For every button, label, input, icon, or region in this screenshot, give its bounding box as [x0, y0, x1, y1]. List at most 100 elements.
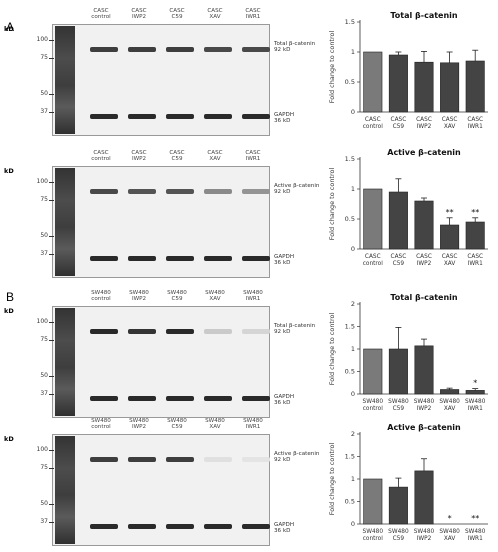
- panel-label-b: B: [6, 290, 15, 304]
- lane-label: CASC C59: [169, 150, 185, 163]
- protein-ladder: [55, 436, 75, 544]
- x-tick-label: XAV: [444, 261, 456, 267]
- gapdh-band: [166, 114, 194, 119]
- x-tick-label: C59: [393, 536, 405, 542]
- blot-membrane: [52, 434, 270, 546]
- y-tick-label: 0.5: [345, 215, 355, 223]
- x-tick-label: control: [363, 261, 383, 267]
- bar: [465, 390, 485, 395]
- marker-tick: [49, 254, 54, 255]
- y-axis-label: Fold change to control: [328, 443, 336, 516]
- x-tick-label: IWR1: [468, 406, 483, 412]
- x-tick-label: SW480: [465, 529, 486, 535]
- x-tick-label: control: [363, 406, 383, 412]
- bar: [440, 224, 460, 250]
- marker-tick: [49, 200, 54, 201]
- marker-tick: [49, 58, 54, 59]
- target-band: [242, 329, 270, 334]
- bar-chart: Active β-catenin Fold change to control 0 0…: [328, 148, 488, 267]
- marker-label: 50: [40, 232, 48, 239]
- blot-membrane: [52, 306, 270, 418]
- x-tick-label: XAV: [444, 406, 456, 412]
- marker-label: 50: [40, 500, 48, 507]
- western-blot-panel: kD SW480 control SW480 IWP2 SW480 C59 SW480 …: [0, 290, 330, 420]
- bar: [363, 348, 383, 395]
- y-tick-label: 0.5: [345, 78, 355, 86]
- x-tick-label: XAV: [444, 536, 456, 542]
- x-tick-label: IWR1: [468, 261, 483, 267]
- y-tick-label: 2: [351, 430, 355, 438]
- target-band: [242, 189, 270, 194]
- x-tick-label: CASC: [416, 117, 432, 123]
- marker-label: 100: [36, 178, 48, 185]
- x-tick-label: IWR1: [468, 124, 483, 130]
- target-band: [128, 47, 156, 52]
- y-tick-label: 1: [351, 345, 355, 353]
- y-tick-label: 1.5: [345, 18, 355, 26]
- bar: [363, 188, 383, 250]
- blot-membrane: [52, 24, 270, 136]
- loading-control-label: GAPDH 36 kD: [274, 112, 295, 125]
- panel-label-a: A: [6, 20, 15, 34]
- lane-label: CASC XAV: [207, 8, 223, 21]
- bar: [414, 200, 434, 250]
- marker-label: 37: [40, 518, 48, 525]
- loading-control-label: GAPDH 36 kD: [274, 522, 295, 535]
- marker-tick: [49, 112, 54, 113]
- bar: [363, 51, 383, 113]
- protein-ladder: [55, 26, 75, 134]
- significance-marker: *: [448, 514, 452, 523]
- gapdh-band: [242, 524, 270, 529]
- gapdh-band: [90, 114, 118, 119]
- x-tick-label: C59: [393, 124, 405, 130]
- x-tick-label: SW480: [388, 529, 409, 535]
- target-band-label: Total β-catenin 92 kD: [274, 323, 316, 336]
- lane-label: SW480 C59: [167, 290, 187, 303]
- gapdh-band: [128, 396, 156, 401]
- x-tick-label: C59: [393, 261, 405, 267]
- significance-marker: **: [446, 208, 454, 217]
- marker-tick: [49, 450, 54, 451]
- lane-label: CASC IWR1: [245, 150, 261, 163]
- lane-label: SW480 IWP2: [129, 418, 149, 431]
- gapdh-band: [90, 396, 118, 401]
- x-tick-label: SW480: [414, 399, 435, 405]
- x-tick-label: CASC: [442, 117, 458, 123]
- protein-ladder: [55, 168, 75, 276]
- bar-chart: Total β-catenin Fold change to control 0 0.…: [328, 293, 488, 412]
- target-band: [128, 457, 156, 462]
- x-tick-label: SW480: [465, 399, 486, 405]
- target-band: [204, 457, 232, 462]
- marker-label: 100: [36, 36, 48, 43]
- target-band-label: Total β-catenin 92 kD: [274, 41, 316, 54]
- kd-label: kD: [4, 25, 14, 33]
- marker-label: 75: [40, 54, 48, 61]
- gapdh-band: [166, 256, 194, 261]
- gapdh-band: [90, 256, 118, 261]
- x-tick-label: SW480: [439, 529, 460, 535]
- y-tick-label: 0.5: [345, 368, 355, 376]
- western-blot-panel: kD CASC control CASC IWP2 CASC C59 CASC XAV C…: [0, 150, 330, 280]
- marker-tick: [49, 468, 54, 469]
- target-band: [128, 329, 156, 334]
- target-band-label: Active β-catenin 92 kD: [274, 451, 320, 464]
- gapdh-band: [166, 524, 194, 529]
- bar: [388, 54, 408, 113]
- x-tick-label: CASC: [365, 254, 381, 260]
- marker-label: 75: [40, 464, 48, 471]
- x-tick-label: XAV: [444, 124, 456, 130]
- bar: [465, 221, 485, 250]
- marker-tick: [49, 94, 54, 95]
- y-tick-label: 1: [351, 475, 355, 483]
- lane-label: SW480 IWR1: [243, 418, 263, 431]
- marker-label: 50: [40, 90, 48, 97]
- gapdh-band: [204, 524, 232, 529]
- marker-label: 75: [40, 336, 48, 343]
- x-tick-label: SW480: [363, 399, 384, 405]
- lane-label: CASC C59: [169, 8, 185, 21]
- x-tick-label: CASC: [442, 254, 458, 260]
- y-tick-label: 0.5: [345, 498, 355, 506]
- x-tick-label: control: [363, 124, 383, 130]
- marker-label: 100: [36, 446, 48, 453]
- gapdh-band: [90, 524, 118, 529]
